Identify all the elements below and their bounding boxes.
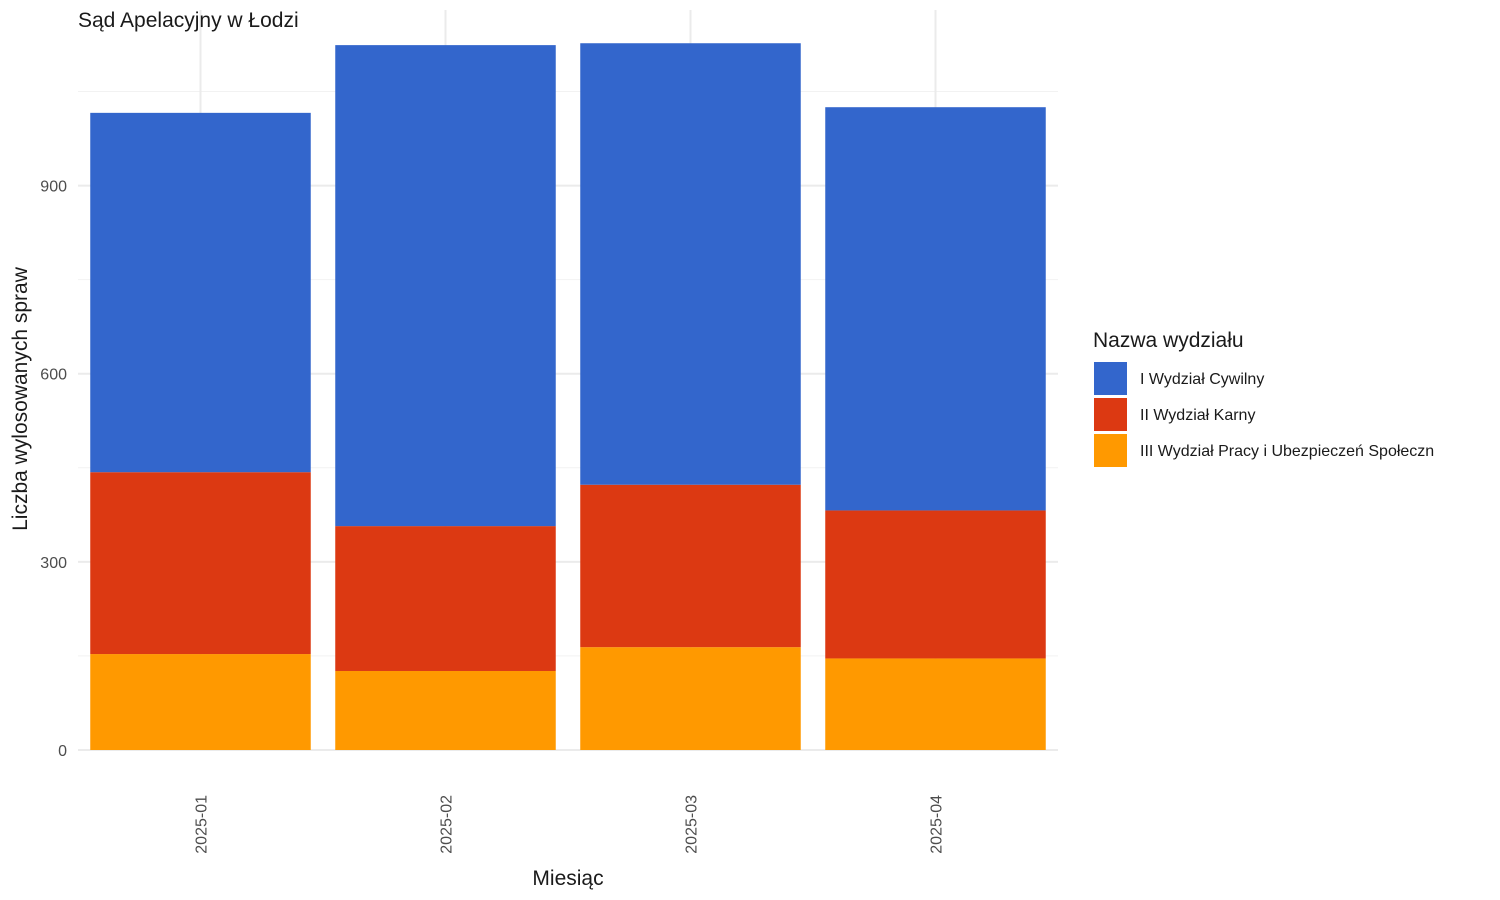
y-axis-ticks: 0 300 600 900 [40,179,67,760]
x-axis-title: Miesiąc [532,867,603,890]
bar-segment [335,526,556,671]
x-tick-label: 2025-03 [684,795,701,854]
y-axis-title: Liczba wylosowanych spraw [9,266,32,531]
legend-title: Nazwa wydziału [1093,329,1244,352]
bar-segment [580,647,801,750]
bar-segment [90,472,311,655]
bar-segment [335,45,556,527]
x-axis-ticks: 2025-01 2025-02 2025-03 2025-04 [194,795,946,854]
bar-segment [335,670,556,750]
chart-title: Sąd Apelacyjny w Łodzi [78,9,299,32]
bar-segment [580,484,801,648]
y-tick-label: 0 [58,743,67,760]
x-tick-label: 2025-04 [929,795,946,854]
legend-swatch [1094,362,1127,395]
x-tick-label: 2025-01 [194,795,211,854]
x-tick-label: 2025-02 [439,795,456,854]
legend: Nazwa wydziału I Wydział Cywilny II Wydzi… [1093,329,1434,467]
bar-segment [90,112,311,473]
bars [90,43,1046,750]
legend-swatch [1094,434,1127,467]
y-tick-label: 300 [40,555,67,572]
legend-label: II Wydział Karny [1140,407,1255,424]
y-tick-label: 600 [40,367,67,384]
bar-segment [90,654,311,750]
legend-label: III Wydział Pracy i Ubezpieczeń Społeczn [1140,443,1434,460]
legend-swatch [1094,398,1127,431]
y-tick-label: 900 [40,179,67,196]
bar-segment [825,658,1046,750]
legend-label: I Wydział Cywilny [1140,371,1264,388]
bar-segment [825,107,1046,511]
bar-segment [580,43,801,485]
bar-segment [825,510,1046,659]
